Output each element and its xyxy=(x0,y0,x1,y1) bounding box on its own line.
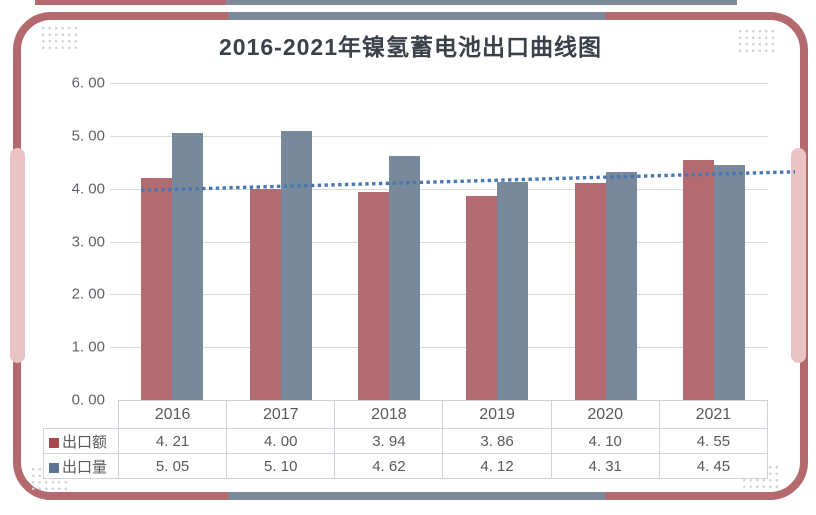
bar-export-volume-2018 xyxy=(388,155,420,400)
y-tick-label-3: 3. 00 xyxy=(71,233,105,250)
bar-export-volume-2021 xyxy=(713,164,745,400)
gridline-5 xyxy=(110,135,768,137)
corner-dots-top-left xyxy=(40,25,77,49)
bar-export-value-2017 xyxy=(249,188,281,400)
y-tick-label-0: 0. 00 xyxy=(71,391,105,409)
legend-cell-export-value: 出口额 xyxy=(43,428,119,454)
side-tab-left xyxy=(10,148,25,363)
value-export-volume-2018: 4. 62 xyxy=(334,453,444,479)
value-export-value-2016: 4. 21 xyxy=(117,428,228,454)
year-header-2016: 2016 xyxy=(117,400,228,429)
legend-label-export-value: 出口额 xyxy=(62,433,108,451)
legend-cell-export-volume: 出口量 xyxy=(43,453,119,479)
table-row-export-volume: 出口量 5. 05 5. 10 4. 62 4. 12 4. 31 4. 45 xyxy=(43,453,769,479)
bar-export-volume-2020 xyxy=(605,172,637,400)
value-export-volume-2021: 4. 45 xyxy=(658,453,769,479)
gridline-6 xyxy=(110,83,768,84)
chart-title: 2016-2021年镍氢蓄电池出口曲线图 xyxy=(219,34,602,60)
value-export-value-2020: 4. 10 xyxy=(550,428,660,454)
y-tick-label-1: 1. 00 xyxy=(71,338,105,356)
bar-export-volume-2019 xyxy=(497,182,529,400)
value-export-volume-2020: 4. 31 xyxy=(550,453,660,479)
year-header-2020: 2020 xyxy=(550,400,660,429)
trendline xyxy=(140,170,796,192)
gridline-1 xyxy=(110,347,768,349)
frame-accent-top xyxy=(228,12,605,20)
gridline-2 xyxy=(110,294,768,296)
bar-export-value-2021 xyxy=(682,159,714,400)
bar-export-value-2018 xyxy=(357,191,389,400)
gridline-3 xyxy=(110,241,768,243)
top-frame-strip-gray xyxy=(226,0,737,5)
table-corner-blank xyxy=(44,401,119,429)
year-header-2021: 2021 xyxy=(658,400,769,429)
year-header-2018: 2018 xyxy=(334,400,444,429)
bar-export-volume-2016 xyxy=(172,133,204,400)
legend-key-icon-export-value xyxy=(49,437,59,448)
year-header-2017: 2017 xyxy=(226,400,336,429)
data-table: 2016 2017 2018 2019 2020 2021 出口额 4. 21 4. 00 3. … xyxy=(43,400,769,479)
corner-dots-top-right xyxy=(737,28,774,52)
y-tick-label-2: 2. 00 xyxy=(71,285,105,303)
value-export-value-2021: 4. 55 xyxy=(658,428,769,454)
bar-export-value-2020 xyxy=(574,183,606,400)
year-header-2019: 2019 xyxy=(442,400,552,429)
bar-export-value-2016 xyxy=(141,177,173,400)
bar-export-value-2019 xyxy=(466,196,498,400)
side-tab-right xyxy=(791,148,806,363)
value-export-volume-2016: 5. 05 xyxy=(117,453,228,479)
legend-label-export-volume: 出口量 xyxy=(62,458,108,476)
value-export-volume-2017: 5. 10 xyxy=(226,453,336,479)
y-tick-label-4: 4. 00 xyxy=(71,180,105,198)
value-export-value-2017: 4. 00 xyxy=(226,428,336,454)
value-export-value-2018: 3. 94 xyxy=(334,428,444,454)
y-tick-label-6: 6. 00 xyxy=(71,74,105,92)
value-export-value-2019: 3. 86 xyxy=(442,428,552,454)
legend-key-icon-export-volume xyxy=(49,462,59,473)
y-tick-label-5: 5. 00 xyxy=(71,127,105,145)
top-frame-strip-red xyxy=(35,0,226,5)
value-export-volume-2019: 4. 12 xyxy=(442,453,552,479)
frame-accent-bottom xyxy=(228,492,605,500)
table-row-export-value: 出口额 4. 21 4. 00 3. 94 3. 86 4. 10 4. 55 xyxy=(43,428,769,454)
bar-export-volume-2017 xyxy=(280,130,312,400)
gridline-4 xyxy=(110,188,768,190)
